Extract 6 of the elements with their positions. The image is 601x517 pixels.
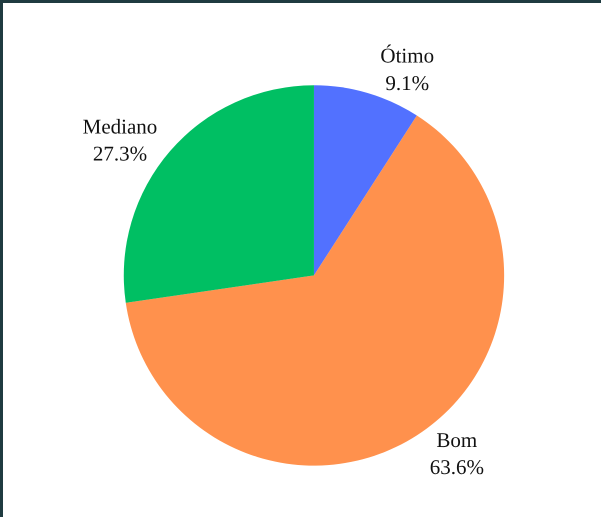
slice-label: Mediano bbox=[82, 114, 158, 138]
data-label: 9.1% bbox=[385, 71, 430, 95]
slice-label: Ótimo bbox=[380, 44, 434, 68]
data-label: 27.3% bbox=[92, 142, 148, 166]
slice-label: Bom bbox=[436, 428, 478, 452]
data-label: 63.6% bbox=[430, 455, 484, 480]
